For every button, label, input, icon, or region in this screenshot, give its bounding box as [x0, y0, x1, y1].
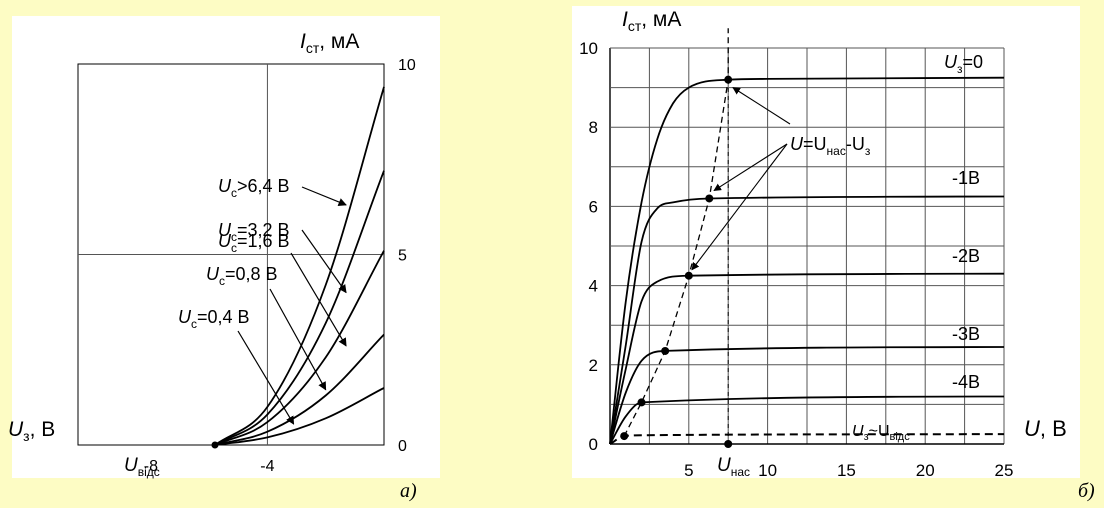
chart-a-series-label: Uc=0,8 В — [206, 264, 278, 288]
chart-b: 0 2 4 6 8 10 5 10 15 20 25 Uз=0 -1В -2В -3В -4В Iст, м… — [579, 8, 1067, 480]
chart-b-knee-point — [684, 271, 693, 280]
chart-b-knee-point — [637, 398, 646, 407]
chart-b-grid — [609, 47, 1005, 445]
chart-a-series-line — [214, 86, 385, 446]
chart-b-knee-point — [705, 194, 714, 203]
chart-a-x-tick-label: -4 — [260, 458, 274, 475]
chart-a-series-line — [214, 170, 385, 446]
chart-a-series-label: Uc=1,6 В — [218, 231, 290, 255]
chart-a-grid — [77, 63, 385, 446]
chart-a-y-tick-label: 10 — [398, 57, 416, 74]
panel-a-letter: а) — [400, 480, 417, 502]
chart-a-y-axis-title: Iст, мА — [300, 30, 359, 56]
panel-b-letter: б) — [1078, 480, 1095, 502]
chart-b-series-line — [609, 433, 1005, 445]
chart-b-y-tick-label: 2 — [589, 356, 598, 375]
chart-a: 0 5 10 -8 -4 Uc>6,4 В Uc=3,2 ВUc=1,6 В Uc=0,8 … — [8, 30, 416, 479]
chart-a-cutoff-point — [211, 441, 219, 449]
chart-b-series-line — [609, 195, 1005, 445]
chart-a-label-arrow — [269, 288, 327, 391]
chart-b-x-tick-label: 25 — [995, 461, 1014, 480]
chart-a-series-line — [214, 387, 385, 446]
chart-a-x-axis-title: Uз, В — [8, 418, 55, 444]
chart-b-formula-arrow — [732, 87, 791, 125]
chart-b-series-label: -2В — [952, 246, 980, 266]
chart-b-formula-arrow — [713, 143, 788, 192]
chart-b-knee-point — [724, 75, 733, 84]
chart-b-formula-arrow — [691, 143, 788, 271]
chart-a-x-tick-label: -8 — [144, 458, 158, 475]
chart-a-curves — [214, 86, 385, 446]
chart-a-series-line — [214, 333, 385, 446]
chart-b-tick-labels: 0 2 4 6 8 10 5 10 15 20 25 — [579, 39, 1013, 480]
chart-b-series-labels: Uз=0 -1В -2В -3В -4В — [944, 52, 983, 392]
chart-b-y-tick-label: 6 — [589, 197, 598, 216]
chart-b-formula-label: U=Uнас-Uз — [790, 134, 871, 158]
chart-b-series-line — [609, 272, 1005, 445]
chart-a-label-arrow — [237, 330, 295, 425]
chart-b-series-line — [609, 76, 1005, 445]
chart-a-series-label: Uc=3,2 В — [218, 220, 290, 244]
chart-b-series-label: -1В — [952, 168, 980, 188]
chart-a-cutoff-label: Uвідс — [124, 455, 160, 479]
chart-a-series-label: Uc=0,4 В — [178, 307, 250, 331]
chart-b-x-tick-label: 20 — [916, 461, 935, 480]
chart-a-series-label: Uc>6,4 В — [218, 176, 290, 200]
chart-a-label-arrow — [290, 252, 347, 347]
chart-b-x-tick-label: 15 — [837, 461, 856, 480]
chart-a-series-line — [214, 250, 385, 446]
chart-b-points — [620, 75, 733, 448]
chart-a-series-labels: Uc>6,4 В Uc=3,2 ВUc=1,6 В Uc=0,8 В Uc=0,4 В — [178, 176, 290, 331]
chart-b-x-tick-label: 5 — [684, 461, 693, 480]
chart-b-series-label: -3В — [952, 324, 980, 344]
chart-b-y-tick-label: 8 — [589, 118, 598, 137]
panel-a-background — [12, 16, 440, 478]
chart-b-cutoff-curve-label: Uз~Uвідс — [852, 423, 910, 443]
chart-a-tick-labels: 0 5 10 -8 -4 — [144, 57, 416, 475]
chart-b-y-tick-label: 4 — [589, 277, 598, 296]
chart-b-y-tick-label: 0 — [589, 435, 598, 454]
chart-b-x-axis-title: U, В — [1024, 416, 1067, 441]
chart-b-saturation-point — [724, 440, 733, 448]
chart-a-y-tick-label: 0 — [398, 438, 407, 455]
chart-a-label-arrow — [301, 229, 347, 294]
chart-b-y-axis-title: Iст, мА — [622, 8, 681, 34]
chart-b-series-line — [609, 346, 1005, 445]
chart-b-series-label: Uз=0 — [944, 52, 983, 76]
panel-b-background — [572, 6, 1080, 478]
chart-a-annotation-arrows — [237, 186, 347, 425]
chart-b-series-label: -4В — [952, 372, 980, 392]
chart-b-saturation-label: Uнас — [717, 455, 750, 479]
chart-a-label-arrow — [301, 186, 347, 207]
chart-b-knee-point — [620, 432, 629, 441]
chart-a-y-tick-label: 5 — [398, 248, 407, 265]
chart-b-knee-point — [661, 346, 670, 355]
chart-b-y-tick-label: 10 — [579, 39, 598, 58]
chart-b-x-tick-label: 10 — [758, 461, 777, 480]
chart-b-annotation-arrows — [691, 87, 791, 271]
